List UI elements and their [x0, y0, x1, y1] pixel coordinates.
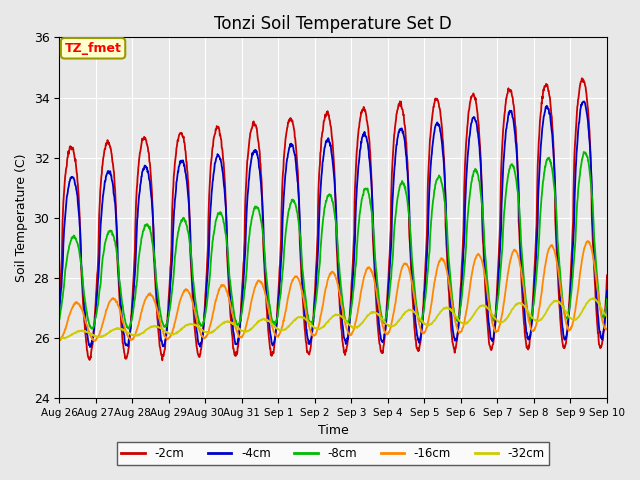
- Text: TZ_fmet: TZ_fmet: [65, 42, 122, 55]
- -32cm: [61, 336, 69, 341]
- -32cm: [490, 314, 498, 320]
- -4cm: [86, 344, 94, 350]
- -16cm: [92, 338, 99, 344]
- -4cm: [164, 314, 172, 320]
- -8cm: [419, 315, 426, 321]
- -16cm: [177, 294, 185, 300]
- -2cm: [159, 358, 166, 363]
- -2cm: [538, 94, 546, 99]
- -4cm: [580, 99, 588, 105]
- -2cm: [239, 277, 246, 283]
- -8cm: [603, 296, 611, 302]
- -8cm: [580, 149, 588, 155]
- -32cm: [419, 318, 426, 324]
- -32cm: [603, 314, 611, 320]
- -8cm: [239, 303, 246, 309]
- -8cm: [88, 326, 95, 332]
- Line: -4cm: -4cm: [59, 102, 607, 347]
- Y-axis label: Soil Temperature (C): Soil Temperature (C): [15, 154, 28, 282]
- -32cm: [590, 295, 598, 301]
- Line: -2cm: -2cm: [59, 78, 607, 360]
- Line: -32cm: -32cm: [59, 298, 607, 338]
- -16cm: [490, 324, 498, 330]
- -4cm: [177, 158, 185, 164]
- -8cm: [164, 315, 172, 321]
- -2cm: [578, 75, 586, 81]
- -32cm: [239, 328, 246, 334]
- -16cm: [538, 284, 546, 289]
- -2cm: [603, 273, 611, 278]
- -32cm: [55, 335, 63, 340]
- -32cm: [538, 315, 546, 321]
- -2cm: [55, 300, 63, 305]
- -2cm: [164, 309, 172, 314]
- -4cm: [538, 125, 546, 131]
- Line: -16cm: -16cm: [59, 241, 607, 341]
- -8cm: [55, 317, 63, 323]
- Legend: -2cm, -4cm, -8cm, -16cm, -32cm: -2cm, -4cm, -8cm, -16cm, -32cm: [116, 442, 549, 465]
- Title: Tonzi Soil Temperature Set D: Tonzi Soil Temperature Set D: [214, 15, 452, 33]
- -2cm: [490, 331, 498, 337]
- -16cm: [584, 238, 592, 244]
- X-axis label: Time: Time: [317, 424, 348, 437]
- -4cm: [490, 331, 498, 337]
- -8cm: [538, 186, 546, 192]
- -32cm: [177, 327, 185, 333]
- -4cm: [419, 322, 426, 327]
- -16cm: [55, 338, 63, 344]
- -16cm: [164, 336, 172, 342]
- -16cm: [239, 333, 246, 338]
- -8cm: [177, 217, 185, 223]
- -32cm: [164, 330, 172, 336]
- -16cm: [603, 326, 611, 332]
- -4cm: [55, 311, 63, 317]
- -2cm: [419, 317, 426, 323]
- -2cm: [177, 131, 185, 137]
- -4cm: [603, 288, 611, 294]
- -8cm: [490, 317, 498, 323]
- -4cm: [239, 291, 246, 297]
- Line: -8cm: -8cm: [59, 152, 607, 329]
- -16cm: [419, 330, 426, 336]
